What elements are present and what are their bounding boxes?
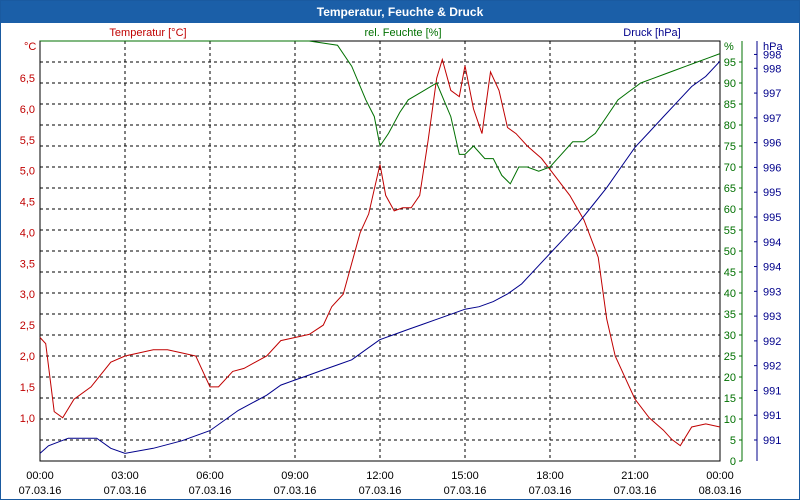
humidity-tick-label: 85 (724, 99, 736, 111)
labels-layer: 00:00 07.03.16 03:00 07.03.16 06:00 07.03.16 0… (19, 27, 784, 497)
pressure-tick-label: 993 (763, 286, 781, 298)
pressure-tick-label: 992 (763, 336, 781, 348)
humidity-tick-label: 65 (724, 183, 736, 195)
temperature-tick-label: 1,5 (20, 382, 35, 394)
humidity-tick-label: 20 (724, 372, 736, 384)
legend-pressure: Druck [hPa] (623, 27, 680, 39)
x-tick-label-time: 12:00 (366, 470, 394, 482)
grid-lines (40, 41, 720, 461)
temperature-tick-label: 2,5 (20, 320, 35, 332)
humidity-tick-label: 25 (724, 351, 736, 363)
x-tick-label-date: 07.03.16 (274, 485, 317, 497)
legend-temperature: Temperatur [°C] (109, 27, 186, 39)
humidity-tick-label: 70 (724, 162, 736, 174)
pressure-tick-label: 995 (763, 212, 781, 224)
series-line-humidity (40, 40, 721, 185)
pressure-unit-label: hPa (763, 41, 783, 53)
humidity-tick-label: 50 (724, 246, 736, 258)
humidity-tick-label: 55 (724, 225, 736, 237)
temperature-tick-label: 5,0 (20, 166, 35, 178)
humidity-tick-label: 40 (724, 288, 736, 300)
pressure-tick-label: 991 (763, 435, 781, 447)
humidity-tick-label: 15 (724, 393, 736, 405)
humidity-tick-label: 90 (724, 78, 736, 90)
x-tick-label-time: 06:00 (196, 470, 224, 482)
humidity-tick-label: 95 (724, 57, 736, 69)
temperature-tick-label: 4,0 (20, 227, 35, 239)
x-tick-label-date: 08.03.16 (699, 485, 742, 497)
pressure-tick-label: 998 (763, 49, 781, 61)
humidity-tick-label: 75 (724, 141, 736, 153)
pressure-tick-label: 996 (763, 138, 781, 150)
pressure-tick-label: 998 (763, 63, 781, 75)
humidity-tick-label: 80 (724, 120, 736, 132)
pressure-tick-label: 991 (763, 385, 781, 397)
temperature-tick-label: 2,0 (20, 351, 35, 363)
x-tick-label-time: 18:00 (536, 470, 564, 482)
x-tick-label-date: 07.03.16 (614, 485, 657, 497)
x-tick-label-date: 07.03.16 (529, 485, 572, 497)
axes-layer (739, 41, 758, 462)
humidity-tick-label: 45 (724, 267, 736, 279)
x-tick-label-time: 00:00 (706, 470, 734, 482)
series-line-temperature (39, 57, 721, 447)
pressure-tick-label: 997 (763, 88, 781, 100)
pressure-tick-label: 992 (763, 361, 781, 373)
pressure-tick-label: 994 (763, 237, 781, 249)
temperature-unit-label: °C (24, 41, 36, 53)
x-tick-label-time: 21:00 (621, 470, 649, 482)
x-tick-label-date: 07.03.16 (104, 485, 147, 497)
temperature-tick-label: 6,5 (20, 73, 35, 85)
x-tick-label-time: 09:00 (281, 470, 309, 482)
temperature-tick-label: 1,0 (20, 413, 35, 425)
pressure-tick-label: 997 (763, 113, 781, 125)
temperature-tick-label: 4,5 (20, 197, 35, 209)
x-tick-label-time: 00:00 (26, 470, 54, 482)
temperature-tick-label: 3,5 (20, 258, 35, 270)
series-line-pressure (39, 60, 721, 454)
pressure-tick-label: 996 (763, 162, 781, 174)
series-layer (39, 40, 721, 454)
temperature-tick-label: 6,0 (20, 104, 35, 116)
temperature-tick-label: 5,5 (20, 135, 35, 147)
x-tick-label-date: 07.03.16 (444, 485, 487, 497)
humidity-tick-label: 60 (724, 204, 736, 216)
x-tick-label-date: 07.03.16 (359, 485, 402, 497)
humidity-tick-label: 10 (724, 414, 736, 426)
x-tick-label-time: 03:00 (111, 470, 139, 482)
pressure-tick-label: 994 (763, 262, 781, 274)
humidity-tick-label: 5 (730, 435, 736, 447)
pressure-tick-label: 991 (763, 410, 781, 422)
humidity-unit-label: % (724, 41, 734, 53)
temperature-tick-label: 3,0 (20, 289, 35, 301)
legend-humidity: rel. Feuchte [%] (364, 27, 441, 39)
plot-area-frame (39, 40, 721, 462)
humidity-tick-label: 30 (724, 330, 736, 342)
pressure-tick-label: 995 (763, 187, 781, 199)
x-tick-label-date: 07.03.16 (19, 485, 62, 497)
pressure-tick-label: 993 (763, 311, 781, 323)
x-tick-label-time: 15:00 (451, 470, 479, 482)
humidity-tick-label: 35 (724, 309, 736, 321)
window-title: Temperatur, Feuchte & Druck (1, 1, 799, 23)
humidity-tick-label: 0 (730, 456, 736, 468)
x-tick-label-date: 07.03.16 (189, 485, 232, 497)
